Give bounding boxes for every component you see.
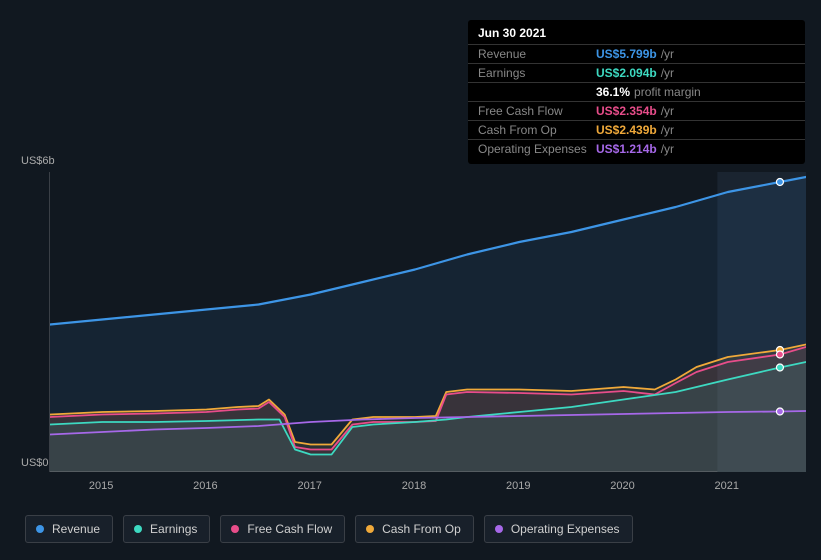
tooltip-unit: /yr (661, 47, 674, 61)
x-axis-label: 2016 (193, 480, 217, 492)
legend-label: Cash From Op (382, 522, 461, 536)
tooltip-value: US$2.439b (596, 123, 657, 137)
legend-label: Revenue (52, 522, 100, 536)
tooltip-unit: /yr (661, 123, 674, 137)
chart-svg (50, 172, 806, 472)
legend-item[interactable]: Free Cash Flow (220, 515, 345, 543)
tooltip-unit: /yr (661, 104, 674, 118)
tooltip-row: RevenueUS$5.799b/yr (468, 44, 805, 63)
x-axis-label: 2018 (402, 480, 426, 492)
legend-item[interactable]: Earnings (123, 515, 210, 543)
tooltip-box: Jun 30 2021 RevenueUS$5.799b/yrEarningsU… (468, 20, 805, 164)
tooltip-label: Revenue (478, 47, 596, 61)
tooltip-row: 36.1% profit margin (468, 82, 805, 101)
plot-area (49, 172, 805, 472)
legend-label: Earnings (150, 522, 197, 536)
tooltip-label: Earnings (478, 66, 596, 80)
tooltip-date: Jun 30 2021 (468, 26, 805, 44)
legend-item[interactable]: Operating Expenses (484, 515, 633, 543)
legend-swatch (134, 525, 142, 533)
tooltip-row: Free Cash FlowUS$2.354b/yr (468, 101, 805, 120)
profit-margin-value: 36.1% (596, 85, 630, 99)
tooltip-value: US$5.799b (596, 47, 657, 61)
legend-swatch (495, 525, 503, 533)
x-axis-label: 2015 (89, 480, 113, 492)
tooltip-label: Free Cash Flow (478, 104, 596, 118)
legend-item[interactable]: Revenue (25, 515, 113, 543)
legend: Revenue Earnings Free Cash Flow Cash From O… (25, 515, 633, 543)
tooltip-label: Operating Expenses (478, 142, 596, 156)
tooltip-row: EarningsUS$2.094b/yr (468, 63, 805, 82)
tooltip-unit: /yr (661, 142, 674, 156)
tooltip-unit: /yr (661, 66, 674, 80)
y-axis-label-top: US$6b (21, 155, 55, 167)
x-axis-label: 2019 (506, 480, 530, 492)
x-axis-label: 2017 (297, 480, 321, 492)
tooltip-value: US$2.354b (596, 104, 657, 118)
legend-swatch (231, 525, 239, 533)
profit-margin-text: profit margin (634, 85, 701, 99)
chart-container: US$6b US$0 2015 2016 2017 2018 2019 2020 2021 (17, 155, 807, 505)
legend-label: Free Cash Flow (247, 522, 332, 536)
tooltip-row: Cash From OpUS$2.439b/yr (468, 120, 805, 139)
x-axis-label: 2021 (715, 480, 739, 492)
tooltip-value: US$1.214b (596, 142, 657, 156)
legend-swatch (36, 525, 44, 533)
legend-swatch (366, 525, 374, 533)
x-axis-label: 2020 (610, 480, 634, 492)
y-axis-label-bottom: US$0 (21, 457, 49, 469)
tooltip-label: Cash From Op (478, 123, 596, 137)
legend-label: Operating Expenses (511, 522, 620, 536)
tooltip-value: US$2.094b (596, 66, 657, 80)
legend-item[interactable]: Cash From Op (355, 515, 474, 543)
